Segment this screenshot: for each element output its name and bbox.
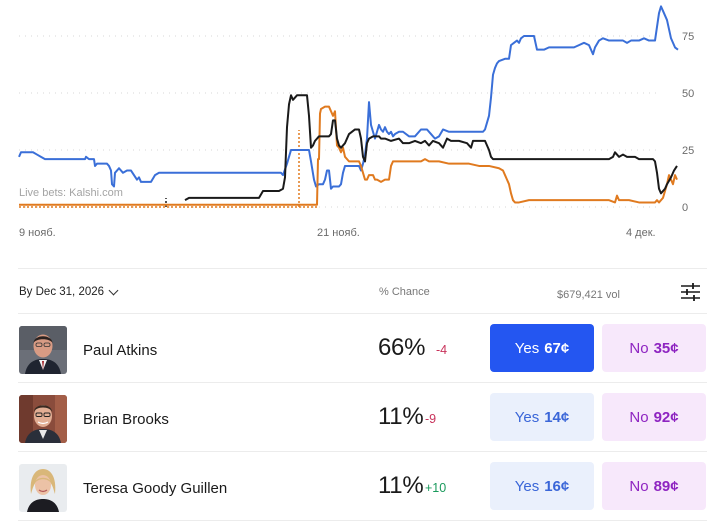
table-header: By Dec 31, 2026 % Chance $679,421 vol [0, 278, 725, 308]
x-axis-ticks: 9 нояб. 21 нояб. 4 дек. [19, 227, 656, 239]
divider [18, 520, 707, 521]
buy-yes-button[interactable]: Yes 14¢ [490, 393, 594, 441]
y-axis-ticks: 0 25 50 75 [682, 31, 694, 214]
divider [18, 268, 707, 269]
volume-label: $679,421 vol [557, 289, 620, 301]
chance-column-header: % Chance [379, 286, 430, 298]
chance-delta: -9 [425, 412, 437, 426]
x-tick-label: 4 дек. [626, 227, 656, 239]
y-tick-label: 0 [682, 202, 688, 214]
no-label: No [629, 477, 649, 495]
buy-no-button[interactable]: No 35¢ [602, 324, 706, 372]
divider [18, 451, 707, 452]
y-tick-label: 75 [682, 31, 694, 43]
yes-price: 67¢ [544, 339, 570, 357]
chart-series [18, 5, 679, 208]
yes-label: Yes [514, 339, 540, 357]
table-row: Paul Atkins 66% -4 Yes 67¢ No 35¢ [0, 322, 725, 380]
no-label: No [629, 408, 649, 426]
series-line-1 [19, 105, 678, 206]
candidate-name: Paul Atkins [83, 342, 158, 359]
date-dropdown[interactable]: By Dec 31, 2026 [19, 285, 119, 298]
chance-value: 11% [378, 472, 424, 499]
candidate-name: Teresa Goody Guillen [83, 480, 228, 497]
series-line-0 [18, 5, 679, 190]
date-dropdown-label: By Dec 31, 2026 [19, 286, 105, 298]
candidate-name: Brian Brooks [83, 411, 169, 428]
sliders-icon[interactable] [681, 283, 700, 301]
chance-value: 11% [378, 403, 424, 430]
x-tick-label: 9 нояб. [19, 227, 56, 239]
no-price: 92¢ [653, 408, 679, 426]
buy-yes-button[interactable]: Yes 16¢ [490, 462, 594, 510]
avatar [19, 464, 67, 512]
no-price: 35¢ [653, 339, 679, 357]
buy-no-button[interactable]: No 92¢ [602, 393, 706, 441]
divider [18, 313, 707, 314]
no-price: 89¢ [653, 477, 679, 495]
price-history-chart: 0 25 50 75 9 нояб. 21 нояб. 4 дек. Live bets:… [18, 5, 694, 239]
avatar [19, 395, 67, 443]
y-tick-label: 25 [682, 145, 694, 157]
table-row: Teresa Goody Guillen 11% +10 Yes 16¢ No 89… [0, 460, 725, 518]
yes-label: Yes [514, 477, 540, 495]
y-tick-label: 50 [682, 88, 694, 100]
no-label: No [629, 339, 649, 357]
yes-price: 14¢ [544, 408, 570, 426]
yes-price: 16¢ [544, 477, 570, 495]
chance-value: 66% [378, 334, 426, 361]
chance-delta: -4 [436, 343, 448, 357]
x-tick-label: 21 нояб. [317, 227, 360, 239]
table-row: Brian Brooks 11% -9 Yes 14¢ No 92¢ [0, 391, 725, 449]
avatar [19, 326, 67, 374]
buy-yes-button[interactable]: Yes 67¢ [490, 324, 594, 372]
chance-delta: +10 [425, 481, 447, 495]
divider [18, 382, 707, 383]
buy-no-button[interactable]: No 89¢ [602, 462, 706, 510]
chevron-down-icon [108, 285, 119, 296]
yes-label: Yes [514, 408, 540, 426]
chart-source-label: Live bets: Kalshi.com [19, 187, 123, 199]
series-line-2 [184, 94, 678, 202]
